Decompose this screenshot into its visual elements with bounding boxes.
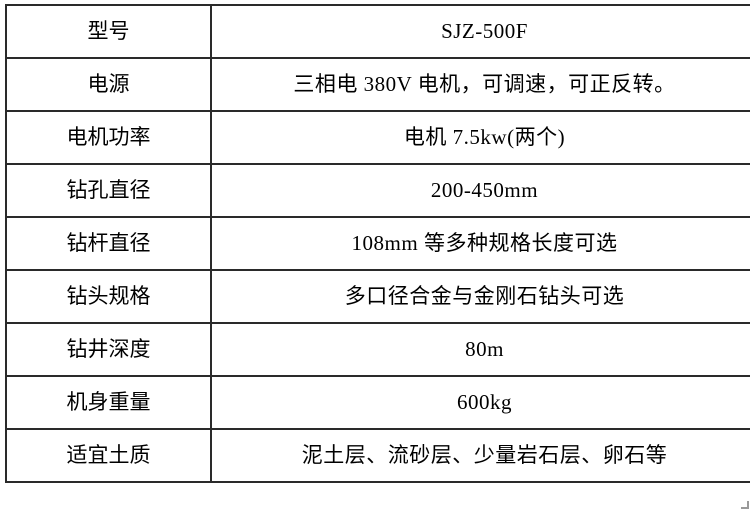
spec-label: 钻杆直径 [5, 216, 212, 271]
spec-value: 200-450mm [210, 163, 750, 218]
table-row: 电机功率 电机 7.5kw(两个) [5, 110, 750, 165]
spec-value: 电机 7.5kw(两个) [210, 110, 750, 165]
spec-value: 108mm 等多种规格长度可选 [210, 216, 750, 271]
spec-value: 多口径合金与金刚石钻头可选 [210, 269, 750, 324]
table-row: 钻孔直径 200-450mm [5, 163, 750, 218]
table-row: 钻杆直径 108mm 等多种规格长度可选 [5, 216, 750, 271]
spec-label: 型号 [5, 4, 212, 59]
spec-value: 三相电 380V 电机，可调速，可正反转。 [210, 57, 750, 112]
spec-value: 泥土层、流砂层、少量岩石层、卵石等 [210, 428, 750, 483]
table-row: 钻井深度 80m [5, 322, 750, 377]
spec-label: 钻孔直径 [5, 163, 212, 218]
spec-label: 机身重量 [5, 375, 212, 430]
table-row: 适宜土质 泥土层、流砂层、少量岩石层、卵石等 [5, 428, 750, 483]
table-row: 钻头规格 多口径合金与金刚石钻头可选 [5, 269, 750, 324]
spec-label: 电源 [5, 57, 212, 112]
table-row: 电源 三相电 380V 电机，可调速，可正反转。 [5, 57, 750, 112]
spec-value: 80m [210, 322, 750, 377]
table-row: 型号 SJZ-500F [5, 4, 750, 59]
spec-label: 适宜土质 [5, 428, 212, 483]
spec-label: 钻头规格 [5, 269, 212, 324]
table-row: 机身重量 600kg [5, 375, 750, 430]
spec-label: 电机功率 [5, 110, 212, 165]
spec-table: 型号 SJZ-500F 电源 三相电 380V 电机，可调速，可正反转。 电机功… [5, 4, 750, 483]
spec-value: SJZ-500F [210, 4, 750, 59]
spec-label: 钻井深度 [5, 322, 212, 377]
spec-sheet: 型号 SJZ-500F 电源 三相电 380V 电机，可调速，可正反转。 电机功… [5, 4, 750, 483]
spec-value: 600kg [210, 375, 750, 430]
corner-artifact [741, 501, 749, 509]
